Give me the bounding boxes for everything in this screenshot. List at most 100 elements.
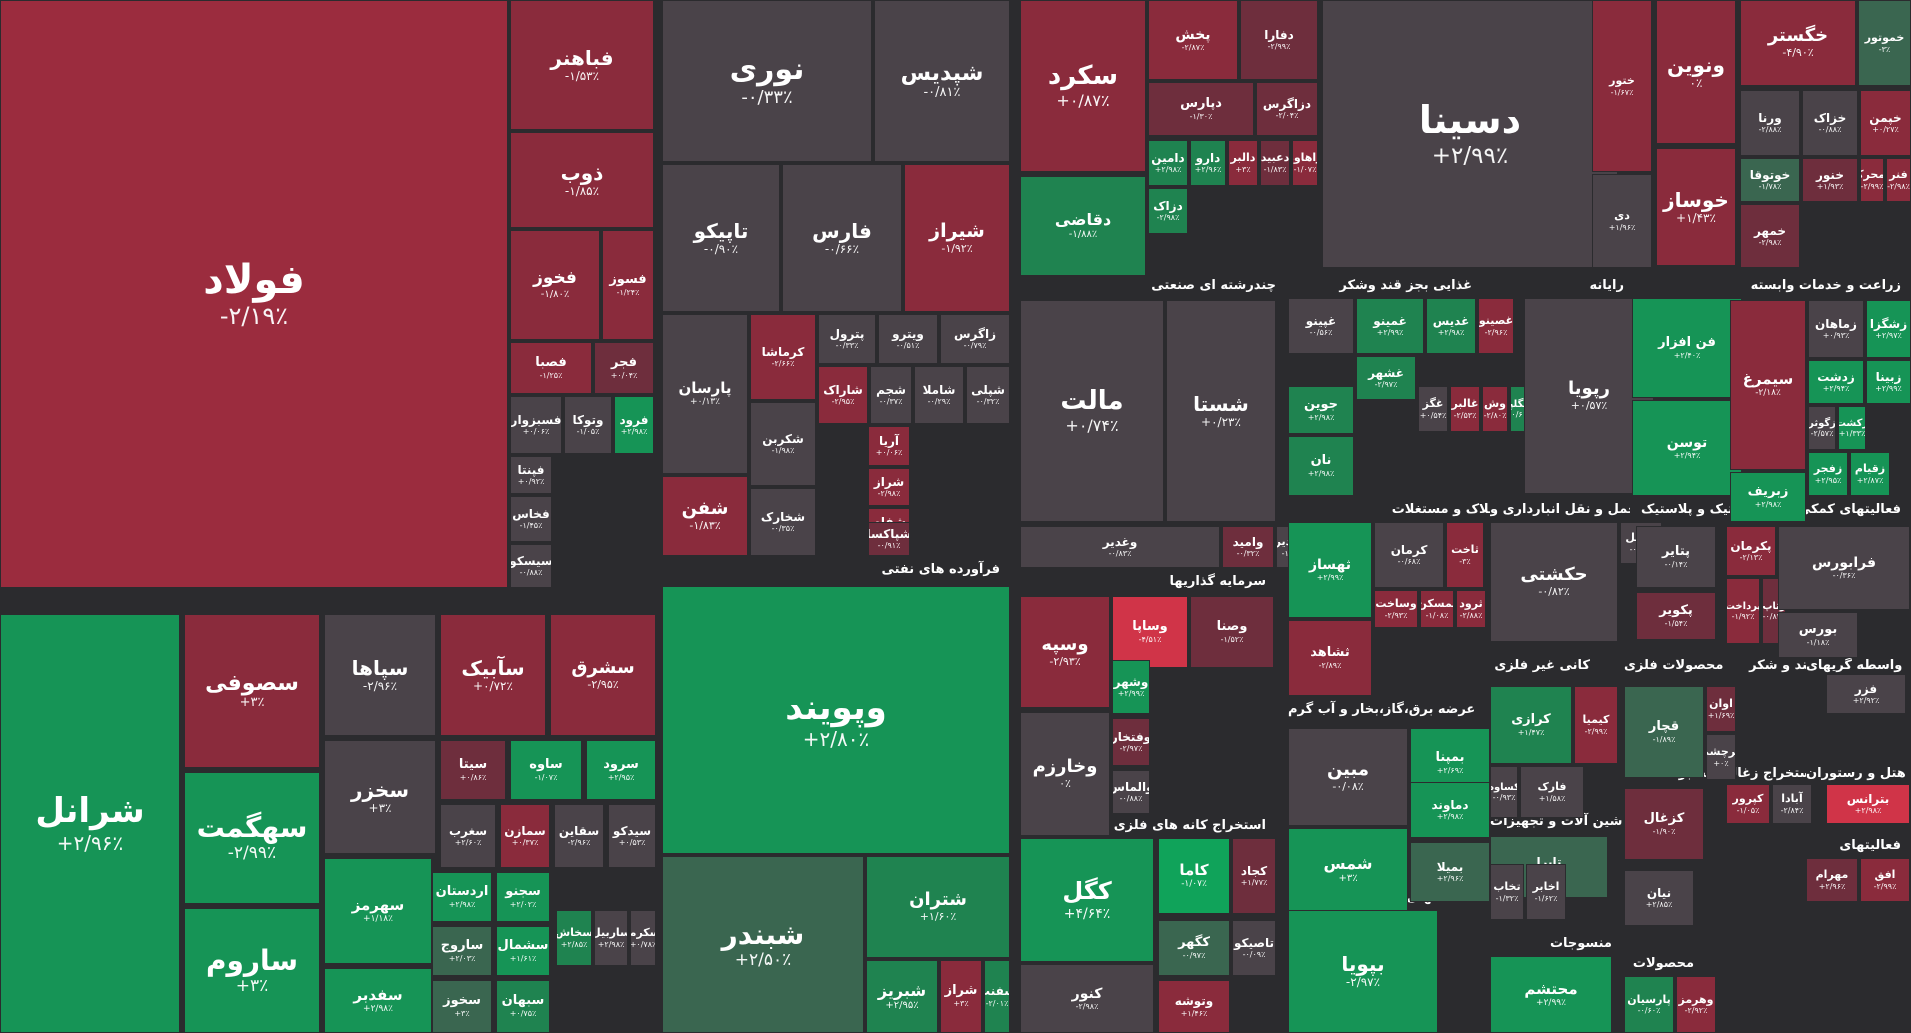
stock-tile[interactable]: زبریف +۲/۹۸٪ (1730, 472, 1806, 522)
stock-tile[interactable]: شستا +۰/۲۳٪ (1166, 300, 1276, 522)
stock-tile[interactable]: ساربیل+۲/۹۸٪ (594, 910, 628, 966)
stock-tile[interactable]: خزاک -۰/۸۸٪ (1802, 90, 1858, 156)
stock-tile[interactable]: فولاد -۲/۱۹٪ (0, 0, 508, 588)
stock-tile[interactable]: سشرق -۲/۹۵٪ (550, 614, 656, 736)
stock-tile[interactable]: زماهان +۰/۹۳٪ (1808, 300, 1864, 358)
stock-tile[interactable]: فارس -۰/۶۶٪ (782, 164, 902, 312)
stock-tile[interactable]: پتایر -۰/۱۴٪ (1636, 526, 1716, 588)
stock-tile[interactable]: شاملا -۰/۲۹٪ (914, 366, 964, 424)
stock-tile[interactable]: سرچشمه+۰٪ (1706, 734, 1736, 780)
stock-tile[interactable]: شفنت-۲/۰۱٪ (984, 960, 1010, 1033)
stock-tile[interactable]: وساپا -۴/۵۱٪ (1112, 596, 1188, 668)
stock-tile[interactable]: خنور +۱/۹۳٪ (1802, 158, 1858, 202)
stock-tile[interactable]: خوتوقا -۱/۷۸٪ (1740, 158, 1800, 202)
stock-tile[interactable]: ثرود -۲/۸۸٪ (1456, 590, 1486, 628)
stock-tile[interactable]: ثشاهد -۲/۸۹٪ (1288, 620, 1372, 696)
stock-tile[interactable]: شرانل +۲/۹۶٪ (0, 614, 180, 1033)
stock-tile[interactable]: کرمان -۰/۶۸٪ (1374, 522, 1444, 588)
stock-tile[interactable]: دارو +۲/۹۶٪ (1190, 140, 1226, 186)
stock-tile[interactable]: ساروج +۲/۰۳٪ (432, 926, 492, 976)
stock-tile[interactable]: فرود +۲/۹۸٪ (614, 396, 654, 454)
stock-tile[interactable]: شمس +۳٪ (1288, 828, 1408, 912)
stock-tile[interactable]: سرود +۲/۹۵٪ (586, 740, 656, 800)
stock-tile[interactable]: سخوز +۳٪ (432, 980, 492, 1033)
stock-tile[interactable]: شبندر +۲/۵۰٪ (662, 856, 864, 1033)
stock-tile[interactable]: فارک +۱/۵۸٪ (1520, 766, 1584, 818)
stock-tile[interactable]: شیراز -۱/۹۲٪ (904, 164, 1010, 312)
stock-tile[interactable]: آریا +۰/۰۶٪ (868, 426, 910, 466)
stock-tile[interactable]: ثاخت -۳٪ (1446, 522, 1484, 588)
stock-tile[interactable]: بمیلا +۲/۹۶٪ (1410, 842, 1490, 902)
stock-tile[interactable]: زگوثر -۲/۵۷٪ (1808, 406, 1836, 450)
stock-tile[interactable]: وساخت -۲/۹۳٪ (1374, 590, 1418, 628)
stock-tile[interactable]: وامید -۰/۳۲٪ (1222, 526, 1274, 568)
stock-tile[interactable]: نوری -۰/۳۳٪ (662, 0, 872, 162)
stock-tile[interactable]: سیتا +۰/۸۶٪ (440, 740, 506, 800)
stock-tile[interactable]: وخارزم ۰٪ (1020, 712, 1110, 836)
stock-tile[interactable]: نان +۲/۹۸٪ (1288, 436, 1354, 496)
stock-tile[interactable]: محتشم +۲/۹۹٪ (1490, 956, 1612, 1033)
stock-tile[interactable]: خگستر -۴/۹۰٪ (1740, 0, 1856, 86)
stock-tile[interactable]: ختور -۱/۶۷٪ (1592, 0, 1652, 172)
stock-tile[interactable]: وشهر +۲/۹۹٪ (1112, 660, 1150, 714)
stock-tile[interactable]: خوساز +۱/۴۳٪ (1656, 148, 1736, 266)
stock-tile[interactable]: زدشت +۲/۹۴٪ (1808, 360, 1864, 404)
stock-tile[interactable]: فنر -۲/۹۸٪ (1886, 158, 1911, 202)
stock-tile[interactable]: کگهر -۰/۹۷٪ (1158, 920, 1230, 976)
stock-tile[interactable]: فخوز -۱/۸۰٪ (510, 230, 600, 340)
stock-tile[interactable]: پکویر -۱/۵۴٪ (1636, 592, 1716, 640)
stock-tile[interactable]: زکشت+۱/۳۳٪ (1838, 406, 1866, 450)
stock-tile[interactable]: سکرما+۰/۷۸٪ (630, 910, 656, 966)
stock-tile[interactable]: راهاور-۱/۰۷٪ (1292, 140, 1318, 186)
stock-tile[interactable]: سشمال +۱/۶۱٪ (496, 926, 550, 976)
stock-tile[interactable]: سهگمت -۲/۹۹٪ (184, 772, 320, 904)
stock-tile[interactable]: تاپیکو -۰/۹۰٪ (662, 164, 780, 312)
stock-tile[interactable]: دماوند +۲/۹۸٪ (1410, 782, 1490, 838)
stock-tile[interactable]: کرازی +۱/۴۷٪ (1490, 686, 1572, 764)
stock-tile[interactable]: غدیس +۲/۹۸٪ (1426, 298, 1476, 354)
stock-tile[interactable]: کزغال -۱/۹۰٪ (1624, 788, 1704, 860)
stock-tile[interactable]: شجم -۰/۳۷٪ (870, 366, 912, 424)
stock-tile[interactable]: ساوه -۱/۰۷٪ (510, 740, 582, 800)
stock-tile[interactable]: سخاش +۲/۸۵٪ (556, 910, 592, 966)
stock-tile[interactable]: خمهر -۲/۹۸٪ (1740, 204, 1800, 268)
stock-tile[interactable]: قچار -۱/۸۹٪ (1624, 686, 1704, 778)
stock-tile[interactable]: کاما -۱/۰۷٪ (1158, 838, 1230, 914)
stock-tile[interactable]: شپاکسا -۰/۹۱٪ (868, 522, 910, 556)
stock-tile[interactable]: سیسکو -۰/۸۸٪ (510, 544, 552, 588)
stock-tile[interactable]: سآبیک +۰/۷۲٪ (440, 614, 546, 736)
stock-tile[interactable]: مهرام +۲/۹۶٪ (1806, 858, 1858, 902)
stock-tile[interactable]: سیدکو +۰/۵۳٪ (608, 804, 656, 868)
stock-tile[interactable]: فباهنر -۱/۵۳٪ (510, 0, 654, 130)
stock-tile[interactable]: سپاها -۲/۹۶٪ (324, 614, 436, 736)
stock-tile[interactable]: پارسان +۰/۱۳٪ (662, 314, 748, 474)
stock-tile[interactable]: وتوکا -۱/۰۵٪ (564, 396, 612, 454)
stock-tile[interactable]: مالت +۰/۷۴٪ (1020, 300, 1164, 522)
stock-tile[interactable]: ورنا -۲/۸۸٪ (1740, 90, 1800, 156)
stock-tile[interactable]: فزر +۲/۹۲٪ (1826, 674, 1906, 714)
stock-tile[interactable]: کگل +۴/۶۴٪ (1020, 838, 1154, 962)
stock-tile[interactable]: وش -۲/۸۰٪ (1482, 386, 1508, 432)
stock-tile[interactable]: کپرور -۱/۰۵٪ (1726, 784, 1770, 824)
stock-tile[interactable]: وهرمز -۲/۹۲٪ (1676, 976, 1716, 1033)
stock-tile[interactable]: سکرد +۰/۸۷٪ (1020, 0, 1146, 172)
stock-tile[interactable]: اوان +۱/۶۹٪ (1706, 686, 1736, 732)
stock-tile[interactable]: دزاگرس -۲/۰۴٪ (1256, 82, 1318, 136)
stock-tile[interactable]: خپمن +۰/۲۷٪ (1860, 90, 1911, 156)
stock-tile[interactable]: پرداخت -۱/۹۲٪ (1726, 578, 1760, 644)
stock-tile[interactable]: فرابورس -۰/۳۶٪ (1778, 526, 1910, 610)
stock-tile[interactable]: نیان +۲/۸۵٪ (1624, 870, 1694, 926)
stock-tile[interactable]: شتران +۱/۶۰٪ (866, 856, 1010, 958)
stock-tile[interactable]: غپینو -۰/۵۶٪ (1288, 298, 1354, 354)
stock-tile[interactable]: زبینا +۲/۹۹٪ (1866, 360, 1911, 404)
stock-tile[interactable]: فن افزار +۲/۴۰٪ (1632, 298, 1742, 398)
stock-tile[interactable]: غمینو +۲/۹۹٪ (1356, 298, 1424, 354)
stock-tile[interactable]: غشهر -۲/۹۷٪ (1356, 356, 1416, 400)
stock-tile[interactable]: دزاک -۲/۹۸٪ (1148, 188, 1188, 234)
stock-tile[interactable]: والماس-۰/۸۸٪ (1112, 770, 1150, 814)
stock-tile[interactable]: وتوشه +۱/۴۶٪ (1158, 980, 1230, 1033)
stock-tile[interactable]: غالبر -۲/۵۳٪ (1450, 386, 1480, 432)
stock-tile[interactable]: افق -۲/۹۹٪ (1860, 858, 1910, 902)
stock-tile[interactable]: وپویند +۲/۸۰٪ (662, 586, 1010, 854)
stock-tile[interactable]: دامین +۲/۹۸٪ (1148, 140, 1188, 186)
